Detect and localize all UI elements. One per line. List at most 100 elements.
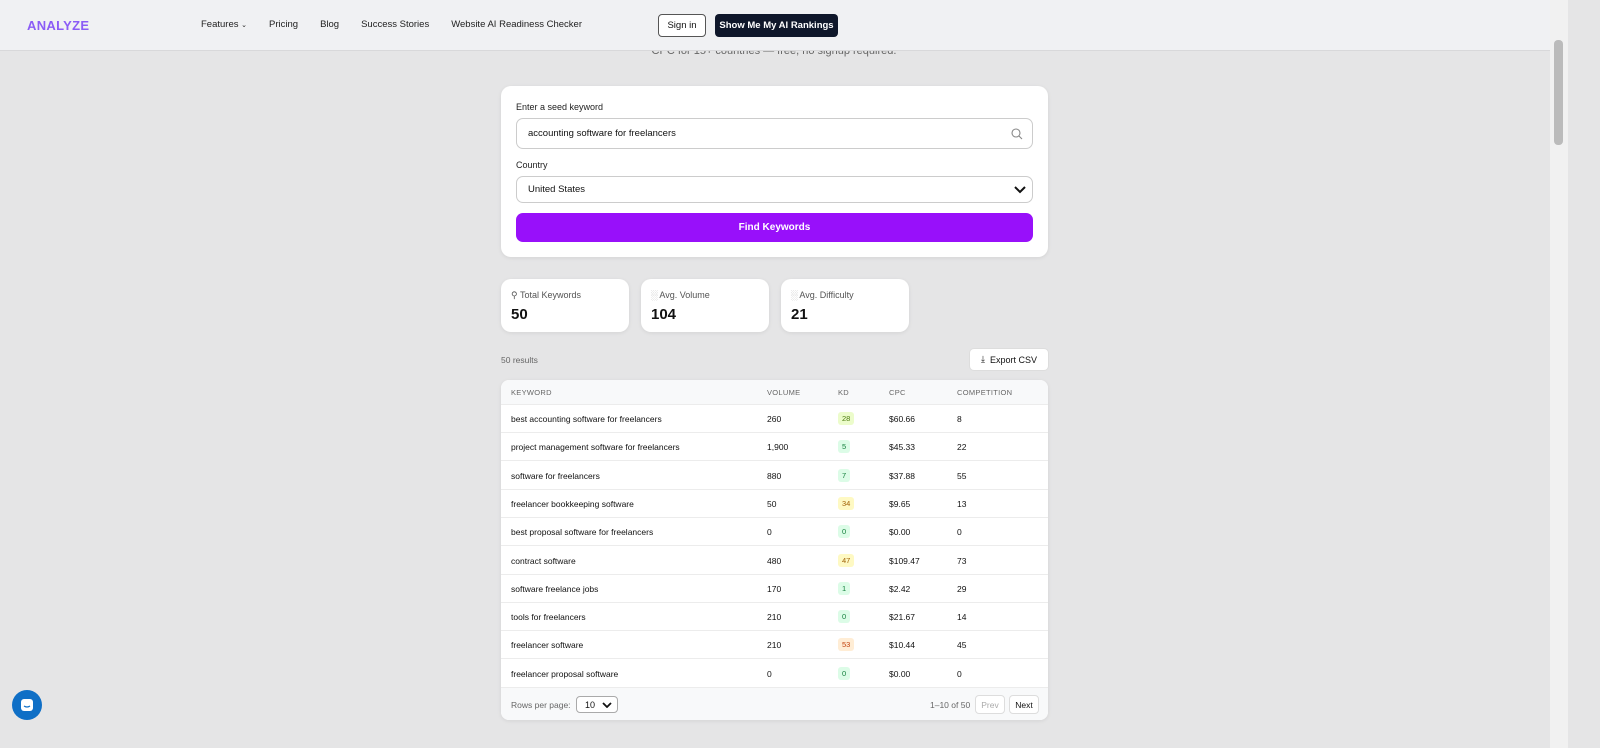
- keyword-cell: software freelance jobs: [511, 583, 599, 594]
- competition-cell: 0: [957, 668, 962, 679]
- volume-cell: 0: [767, 668, 772, 679]
- cpc-cell: $0.00: [889, 668, 911, 679]
- nav-pricing[interactable]: Pricing: [269, 19, 299, 30]
- table-row[interactable]: freelancer proposal software 0 0 $0.00 0: [501, 660, 1048, 688]
- table-row[interactable]: software freelance jobs 170 1 $2.42 29: [501, 575, 1048, 603]
- table-row[interactable]: best proposal software for freelancers 0…: [501, 518, 1048, 547]
- scrollbar[interactable]: [1550, 0, 1568, 748]
- rows-per-page-label: Rows per page:: [511, 700, 571, 710]
- search-form: Enter a seed keyword accounting software…: [501, 86, 1048, 257]
- stat-label: Total Keywords: [519, 290, 581, 300]
- volume-cell: 260: [767, 414, 782, 424]
- kd-badge: 47: [838, 553, 855, 567]
- rows-per-page-select[interactable]: 10: [576, 696, 618, 713]
- keyword-cell: project management software for freelanc…: [511, 442, 680, 453]
- keyword-cell: freelancer software: [511, 640, 584, 651]
- stat-value: 50: [511, 306, 528, 323]
- col-competition[interactable]: COMPETITION: [957, 388, 1013, 397]
- col-kd[interactable]: KD: [838, 388, 850, 397]
- nav-blog[interactable]: Blog: [320, 19, 340, 30]
- competition-cell: 22: [957, 442, 967, 453]
- country-label: Country: [516, 160, 548, 170]
- nav-links: Features ⌄ Pricing Blog Success Stories …: [201, 19, 582, 30]
- stat-label: Avg. Volume: [659, 290, 710, 300]
- volume-cell: 0: [767, 527, 772, 538]
- bar-chart-icon: ░: [791, 290, 798, 300]
- col-volume[interactable]: VOLUME: [767, 388, 801, 397]
- competition-cell: 55: [957, 470, 967, 481]
- competition-cell: 14: [957, 612, 967, 623]
- cpc-cell: $21.67: [889, 612, 915, 623]
- table-row[interactable]: project management software for freelanc…: [501, 433, 1048, 462]
- stat-avg-difficulty: ░ Avg. Difficulty 21: [781, 279, 909, 332]
- keyword-cell: tools for freelancers: [511, 612, 586, 623]
- results-count: 50 results: [501, 355, 538, 365]
- volume-cell: 480: [767, 555, 782, 566]
- col-cpc[interactable]: CPC: [889, 388, 906, 397]
- kd-badge: 5: [838, 440, 851, 454]
- competition-cell: 13: [957, 498, 967, 509]
- kd-badge: 28: [838, 412, 855, 425]
- prev-button[interactable]: Prev: [975, 695, 1005, 714]
- stat-avg-volume: ░ Avg. Volume 104: [641, 279, 769, 332]
- top-nav: ANALYZE Features ⌄ Pricing Blog Success …: [0, 0, 1550, 51]
- table-row[interactable]: freelancer bookkeeping software 50 34 $9…: [501, 490, 1048, 518]
- keyword-input[interactable]: accounting software for freelancers: [516, 118, 1033, 149]
- cpc-cell: $60.66: [889, 414, 915, 424]
- nav-label: Features: [201, 19, 239, 30]
- chevron-down-icon: [1014, 185, 1026, 193]
- chat-button[interactable]: [12, 690, 42, 720]
- stat-label: Avg. Difficulty: [799, 290, 854, 300]
- volume-cell: 210: [767, 612, 782, 623]
- volume-cell: 1,900: [767, 442, 789, 453]
- table-row[interactable]: tools for freelancers 210 0 $21.67 14: [501, 603, 1048, 632]
- cpc-cell: $0.00: [889, 527, 911, 538]
- scrollbar-thumb[interactable]: [1554, 40, 1563, 145]
- volume-cell: 170: [767, 583, 782, 594]
- competition-cell: 73: [957, 555, 967, 566]
- logo[interactable]: ANALYZE: [27, 18, 90, 33]
- table-row[interactable]: freelancer software 210 53 $10.44 45: [501, 631, 1048, 660]
- nav-features[interactable]: Features ⌄: [201, 19, 247, 30]
- competition-cell: 29: [957, 583, 967, 594]
- stat-total-keywords: ⚲ Total Keywords 50: [501, 279, 629, 332]
- search-icon: ⚲: [511, 290, 518, 300]
- nav-ai-readiness[interactable]: Website AI Readiness Checker: [451, 19, 582, 30]
- cpc-cell: $9.65: [889, 498, 911, 509]
- page-range: 1–10 of 50: [930, 700, 971, 710]
- rows-value: 10: [585, 699, 596, 710]
- nav-success-stories[interactable]: Success Stories: [361, 19, 430, 30]
- next-button[interactable]: Next: [1009, 695, 1039, 714]
- volume-cell: 210: [767, 640, 782, 651]
- export-csv-button[interactable]: ⤓ Export CSV: [969, 348, 1049, 371]
- col-keyword[interactable]: KEYWORD: [511, 388, 552, 397]
- search-icon: [1011, 127, 1023, 139]
- pagination: Rows per page: 10 1–10 of 50 Prev Next: [501, 688, 1048, 720]
- find-keywords-button[interactable]: Find Keywords: [516, 213, 1033, 242]
- cpc-cell: $45.33: [889, 442, 915, 453]
- volume-cell: 880: [767, 470, 782, 481]
- keywords-table: KEYWORD VOLUME KD CPC COMPETITION best a…: [501, 380, 1048, 720]
- keyword-cell: best proposal software for freelancers: [511, 527, 654, 538]
- table-row[interactable]: best accounting software for freelancers…: [501, 405, 1048, 433]
- kd-badge: 53: [838, 638, 855, 652]
- table-row[interactable]: software for freelancers 880 7 $37.88 55: [501, 462, 1048, 490]
- country-select[interactable]: United States: [516, 176, 1033, 203]
- volume-cell: 50: [767, 498, 777, 509]
- keyword-cell: freelancer proposal software: [511, 668, 619, 679]
- chevron-down-icon: ⌄: [241, 22, 248, 29]
- stat-value: 104: [651, 306, 677, 323]
- competition-cell: 0: [957, 527, 962, 538]
- keyword-label: Enter a seed keyword: [516, 102, 604, 112]
- sign-in-button[interactable]: Sign in: [658, 14, 706, 37]
- table-row[interactable]: contract software 480 47 $109.47 73: [501, 547, 1048, 575]
- keyword-cell: freelancer bookkeeping software: [511, 498, 634, 509]
- download-icon: ⤓: [980, 354, 985, 364]
- cpc-cell: $37.88: [889, 470, 915, 481]
- keyword-cell: contract software: [511, 555, 576, 566]
- table-header: KEYWORD VOLUME KD CPC COMPETITION: [501, 380, 1048, 405]
- bar-chart-icon: ░: [651, 290, 658, 300]
- keyword-cell: best accounting software for freelancers: [511, 414, 662, 424]
- ai-rankings-button[interactable]: Show Me My AI Rankings: [715, 14, 838, 37]
- export-label: Export CSV: [989, 354, 1037, 365]
